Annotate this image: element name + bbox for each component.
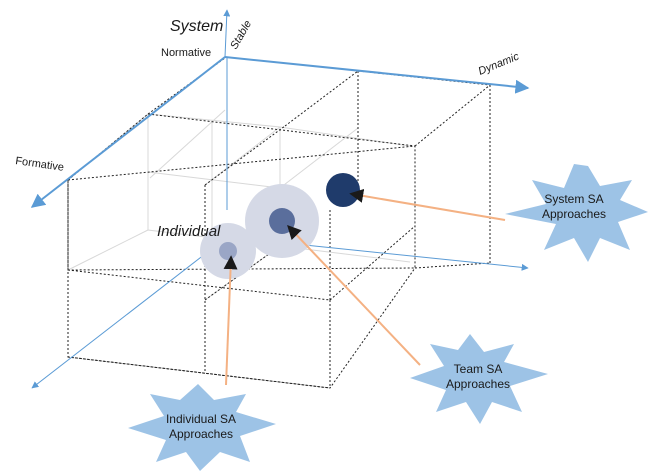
system-callout: System SA Approaches bbox=[505, 164, 648, 262]
individual-starburst bbox=[128, 384, 276, 471]
team-starburst bbox=[410, 334, 548, 424]
individual-z-axis bbox=[31, 236, 228, 389]
individual-connector bbox=[223, 255, 238, 386]
system-label: System bbox=[170, 18, 223, 35]
system-starburst bbox=[505, 164, 648, 262]
individual-callout-line2: Approaches bbox=[169, 427, 233, 441]
bubbles bbox=[200, 173, 360, 279]
individual-callout: Individual SA Approaches bbox=[128, 384, 276, 471]
individual-label: Individual bbox=[157, 223, 221, 240]
individual-callout-line1: Individual SA bbox=[166, 412, 236, 426]
stable-label: Stable bbox=[228, 18, 254, 51]
system-connector bbox=[349, 188, 506, 221]
team-callout-line2: Approaches bbox=[446, 377, 510, 391]
system-callout-line2: Approaches bbox=[542, 207, 606, 221]
normative-label: Normative bbox=[161, 47, 211, 59]
team-callout-line1: Team SA bbox=[454, 362, 503, 376]
team-connector bbox=[287, 224, 421, 366]
formative-label: Formative bbox=[15, 155, 65, 174]
individual-bubble bbox=[219, 242, 237, 260]
team-callout: Team SA Approaches bbox=[410, 334, 548, 424]
system-axis bbox=[223, 9, 231, 58]
inner-grid bbox=[67, 109, 411, 301]
cube-wireframe bbox=[67, 57, 491, 389]
connectors bbox=[223, 188, 506, 386]
system-bubble bbox=[326, 173, 360, 207]
formative-axis bbox=[30, 56, 226, 208]
system-callout-line1: System SA bbox=[544, 192, 603, 206]
dynamic-label: Dynamic bbox=[477, 50, 522, 77]
dynamic-axis bbox=[224, 56, 530, 94]
